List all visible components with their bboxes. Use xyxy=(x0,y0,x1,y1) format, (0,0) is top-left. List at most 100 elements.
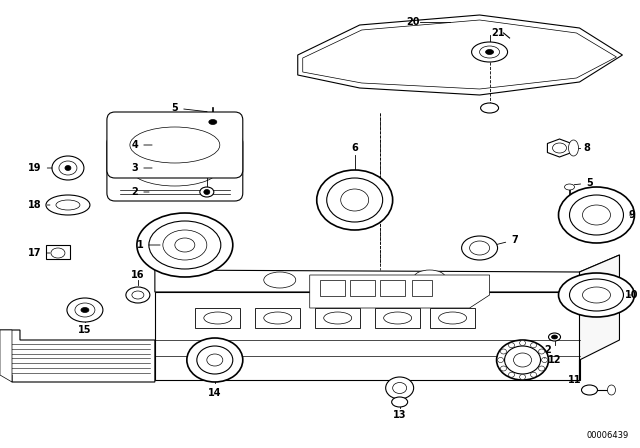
Text: 10: 10 xyxy=(625,290,638,300)
Ellipse shape xyxy=(539,366,545,371)
Ellipse shape xyxy=(497,340,548,380)
Ellipse shape xyxy=(531,372,536,377)
Ellipse shape xyxy=(386,377,413,399)
FancyBboxPatch shape xyxy=(107,112,243,178)
Ellipse shape xyxy=(481,103,499,113)
Text: 7: 7 xyxy=(497,235,518,245)
Ellipse shape xyxy=(570,279,623,311)
Ellipse shape xyxy=(413,270,445,286)
Ellipse shape xyxy=(513,353,532,367)
Text: 15: 15 xyxy=(78,325,92,335)
Text: 18: 18 xyxy=(28,200,50,210)
Ellipse shape xyxy=(175,238,195,252)
Polygon shape xyxy=(0,330,12,382)
Text: 20: 20 xyxy=(406,17,419,27)
Ellipse shape xyxy=(539,349,545,354)
Ellipse shape xyxy=(470,241,490,255)
Bar xyxy=(315,308,360,328)
Ellipse shape xyxy=(137,213,233,277)
Ellipse shape xyxy=(204,190,210,194)
Bar xyxy=(374,308,420,328)
Text: 12: 12 xyxy=(545,355,561,365)
Bar xyxy=(380,280,404,296)
Ellipse shape xyxy=(130,127,220,163)
Text: 1: 1 xyxy=(136,240,160,250)
Bar xyxy=(320,280,345,296)
Ellipse shape xyxy=(207,354,223,366)
Ellipse shape xyxy=(209,120,217,125)
Text: 5: 5 xyxy=(574,178,593,188)
Ellipse shape xyxy=(582,385,598,395)
Text: 11: 11 xyxy=(568,375,581,385)
Ellipse shape xyxy=(559,273,634,317)
Ellipse shape xyxy=(486,49,493,55)
Text: 2: 2 xyxy=(131,187,149,197)
Ellipse shape xyxy=(46,195,90,215)
Ellipse shape xyxy=(200,187,214,197)
Ellipse shape xyxy=(520,375,525,379)
Polygon shape xyxy=(155,292,579,380)
Ellipse shape xyxy=(497,358,504,362)
Ellipse shape xyxy=(56,200,80,210)
Ellipse shape xyxy=(51,248,65,258)
Ellipse shape xyxy=(204,312,232,324)
Ellipse shape xyxy=(52,156,84,180)
Bar xyxy=(195,308,240,328)
Ellipse shape xyxy=(132,291,144,299)
Ellipse shape xyxy=(81,307,89,313)
Ellipse shape xyxy=(607,385,616,395)
Ellipse shape xyxy=(438,312,467,324)
Ellipse shape xyxy=(340,189,369,211)
Bar xyxy=(429,308,475,328)
Ellipse shape xyxy=(552,143,566,153)
Ellipse shape xyxy=(564,184,575,190)
Ellipse shape xyxy=(568,140,579,156)
Ellipse shape xyxy=(582,205,611,225)
Ellipse shape xyxy=(264,272,296,288)
Ellipse shape xyxy=(383,312,412,324)
Ellipse shape xyxy=(163,230,207,260)
Text: 9: 9 xyxy=(628,210,635,220)
Text: 3: 3 xyxy=(131,163,152,173)
Bar xyxy=(255,308,300,328)
Bar xyxy=(412,280,431,296)
Ellipse shape xyxy=(392,397,408,407)
Ellipse shape xyxy=(130,150,220,186)
Ellipse shape xyxy=(548,333,561,341)
Polygon shape xyxy=(310,275,490,308)
Ellipse shape xyxy=(509,343,515,348)
Polygon shape xyxy=(547,139,572,157)
Ellipse shape xyxy=(504,346,541,374)
Ellipse shape xyxy=(520,340,525,345)
Polygon shape xyxy=(0,330,155,382)
Text: 13: 13 xyxy=(393,410,406,420)
Ellipse shape xyxy=(393,383,406,393)
Ellipse shape xyxy=(479,46,500,58)
Text: 14: 14 xyxy=(208,388,221,398)
Ellipse shape xyxy=(197,346,233,374)
Ellipse shape xyxy=(324,312,352,324)
Text: 00006439: 00006439 xyxy=(586,431,628,439)
Ellipse shape xyxy=(264,312,292,324)
Ellipse shape xyxy=(500,349,506,354)
Ellipse shape xyxy=(541,358,548,362)
Bar xyxy=(46,245,70,259)
Ellipse shape xyxy=(126,287,150,303)
Ellipse shape xyxy=(559,187,634,243)
Text: 8: 8 xyxy=(583,143,590,153)
Text: 2: 2 xyxy=(544,345,551,355)
Ellipse shape xyxy=(317,170,393,230)
FancyBboxPatch shape xyxy=(107,135,243,201)
Ellipse shape xyxy=(65,165,71,171)
Polygon shape xyxy=(579,255,620,380)
Ellipse shape xyxy=(570,195,623,235)
Ellipse shape xyxy=(500,366,506,371)
Ellipse shape xyxy=(472,42,508,62)
Ellipse shape xyxy=(149,221,221,269)
Ellipse shape xyxy=(187,338,243,382)
Text: 5: 5 xyxy=(172,103,207,113)
Ellipse shape xyxy=(582,287,611,303)
Bar xyxy=(349,280,374,296)
Text: 4: 4 xyxy=(131,140,152,150)
Ellipse shape xyxy=(461,236,497,260)
